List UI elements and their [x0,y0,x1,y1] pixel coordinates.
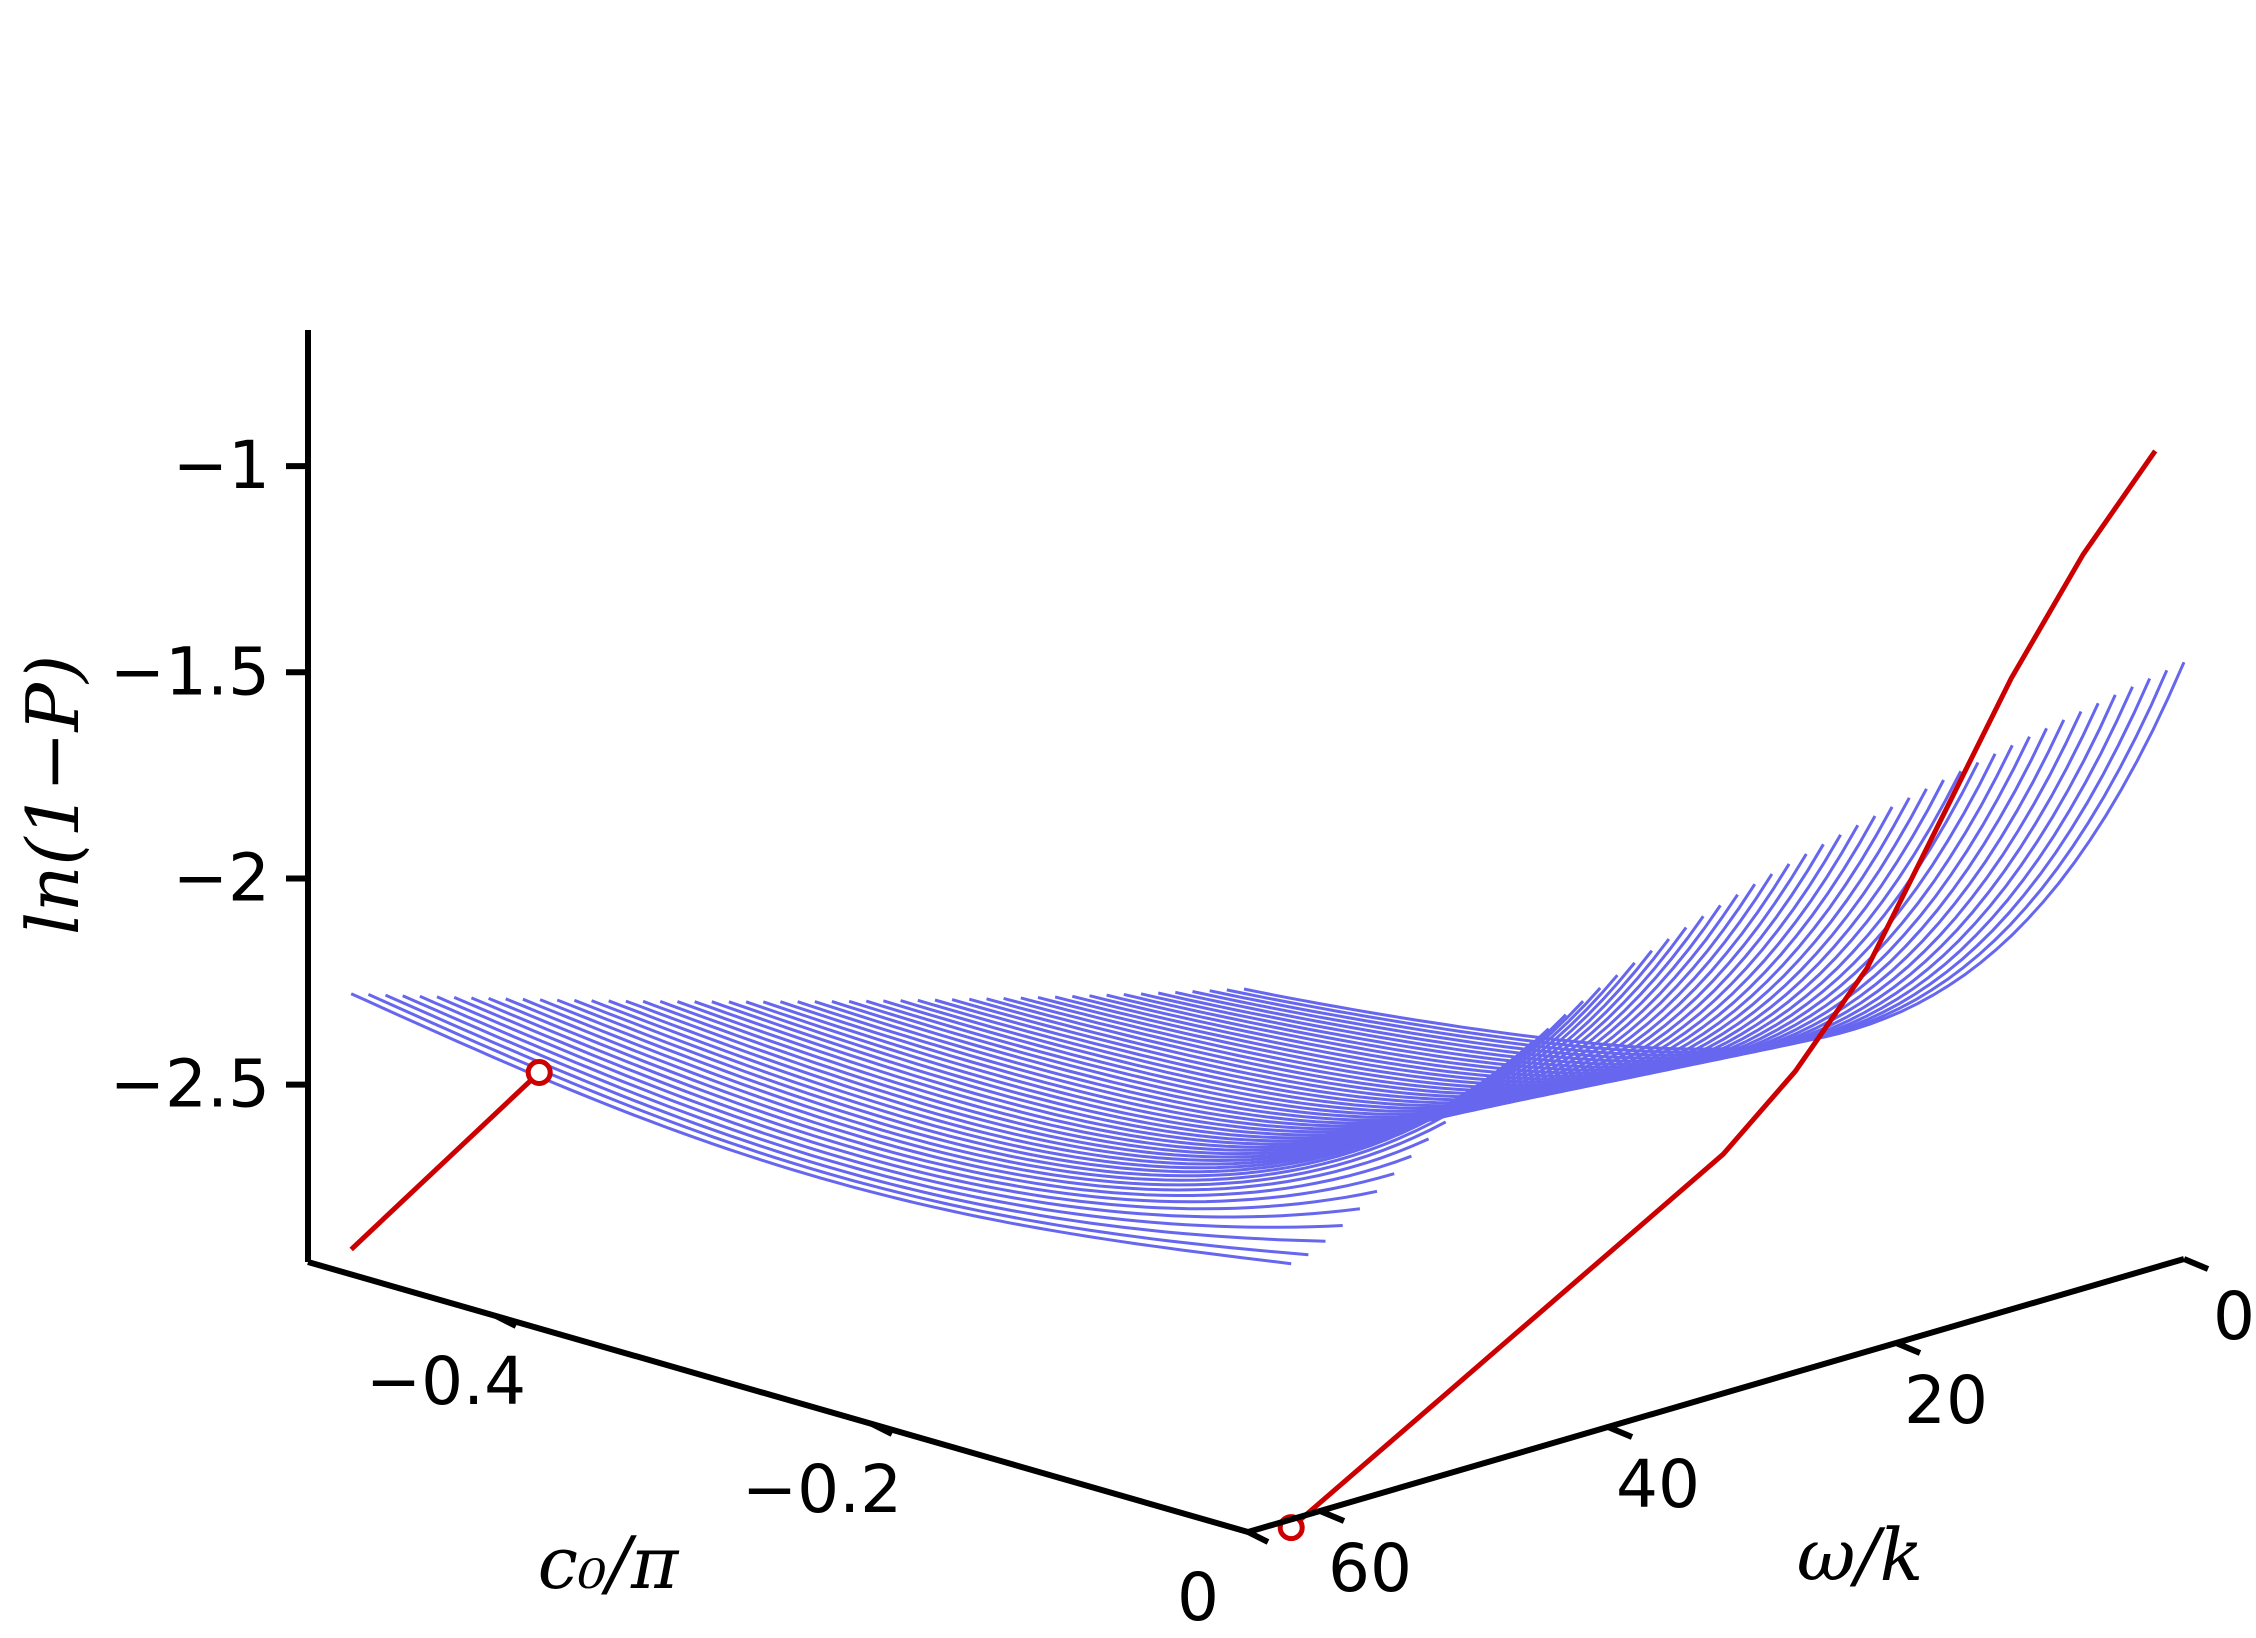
surface-line [367,993,1309,1257]
surface-line [1140,710,2083,1069]
surface-line [1243,661,2186,1051]
surface-line [934,815,1877,1105]
surface-line [1106,727,2048,1075]
surface-line [1037,761,1980,1087]
surface-line [986,788,1928,1096]
red-edge-curves [349,449,2158,1542]
red-edge-curve [349,1070,541,1252]
surface-line-group [350,661,2186,1266]
surface-line [505,997,1447,1187]
surface-line [436,995,1378,1211]
surface-line [556,998,1499,1174]
x-tick [870,1421,894,1437]
surface-line [1192,686,2134,1060]
surface-line [539,998,1481,1178]
x-tick [494,1313,518,1329]
z-axis-title: ln(1−P) [11,655,95,935]
x-tick-label: −0.2 [742,1451,902,1528]
y-tick [2182,1256,2210,1272]
y-axis-title: ω/k [1797,1513,1924,1597]
surface-line [865,853,1808,1116]
surface-line [882,843,1825,1113]
axes [305,330,2185,1535]
surface-line [350,992,1292,1266]
y-axis-line [1247,1256,2185,1535]
surface-line [814,883,1757,1125]
surface-line [900,834,1842,1110]
surface-line [470,996,1412,1197]
z-tick-label: −2.5 [110,1046,270,1123]
surface-line [1157,702,2100,1066]
x-tick [1246,1529,1270,1545]
z-tick-label: −2 [173,839,270,916]
surface-line [573,998,1516,1170]
surface-line [419,994,1361,1219]
surface-line [453,996,1395,1204]
y-tick [1606,1424,1634,1440]
surface-line [402,994,1343,1229]
surface-line [522,997,1464,1182]
y-tick [1894,1340,1922,1356]
x-tick-label: 0 [1177,1559,1219,1636]
tick-group: −1 −1.5 −2 −2.5 −0.4 −0.2 0 60 40 20 0 [110,427,2255,1636]
red-marker [525,1059,553,1086]
surface-line [1054,753,1997,1084]
surface-line [1123,719,2066,1072]
x-axis-line [307,1259,1249,1535]
y-tick-label: 40 [1616,1446,1700,1523]
surface-line [917,824,1860,1108]
z-tick-label: −1.5 [110,633,270,710]
surface-line [1226,669,2169,1054]
y-tick-label: 60 [1328,1530,1412,1607]
x-axis-title: c₀/π [538,1521,680,1605]
y-tick [1318,1508,1346,1524]
surface-line [1089,736,2031,1078]
x-tick-label: −0.4 [366,1343,526,1420]
surface-line [488,997,1430,1192]
surface-line [848,863,1791,1119]
surface-line [1003,779,1945,1093]
y-tick-label: 0 [2213,1278,2255,1355]
surface-line [1020,770,1963,1090]
surface-line [1071,744,2014,1081]
y-tick-label: 20 [1904,1362,1988,1439]
z-tick-label: −1 [173,427,270,504]
surface-line [1174,694,2117,1063]
surface-line [968,797,1911,1099]
red-edge-curve [1289,449,2158,1530]
surface-line [1209,677,2152,1057]
surface-line [951,806,1894,1102]
